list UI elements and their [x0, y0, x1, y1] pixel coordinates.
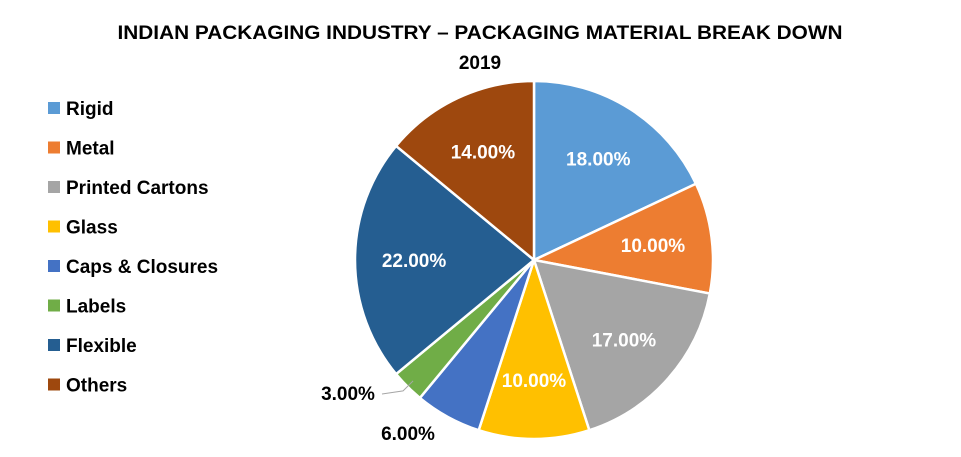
legend-swatch-others	[48, 378, 60, 391]
legend-label-flexible: Flexible	[66, 336, 137, 357]
legend-swatch-printed-cartons	[48, 181, 60, 193]
slice-flexible	[353, 144, 536, 376]
data-label-rigid: 18.00%	[566, 150, 631, 171]
legend-label-rigid: Rigid	[66, 99, 114, 120]
chart-subtitle: 2019	[459, 53, 501, 74]
legend: Rigid Metal Printed Cartons Glass Caps & Clo…	[48, 99, 218, 397]
data-label-others: 14.00%	[451, 142, 516, 163]
slice-rigid	[532, 79, 698, 262]
legend-label-labels: Labels	[66, 297, 126, 318]
legend-label-glass: Glass	[66, 218, 118, 239]
legend-label-caps-closures: Caps & Closures	[66, 257, 218, 278]
data-label-flexible: 22.00%	[382, 251, 447, 272]
slice-glass	[477, 255, 591, 441]
data-label-labels: 3.00%	[321, 384, 375, 405]
legend-swatch-metal	[48, 141, 60, 154]
legend-swatch-rigid	[48, 102, 60, 114]
pie-slices	[353, 79, 715, 441]
chart-title: INDIAN PACKAGING INDUSTRY – PACKAGING MA…	[118, 23, 843, 44]
slice-metal	[529, 182, 715, 296]
legend-swatch-glass	[48, 220, 60, 233]
data-label-printed-cartons: 17.00%	[592, 330, 657, 351]
legend-swatch-labels	[48, 299, 60, 312]
data-labels: 18.00% 10.00% 17.00% 10.00% 6.00% 3.00% 22.00%…	[321, 142, 685, 445]
slice-printed-cartons	[532, 258, 712, 432]
data-label-metal: 10.00%	[621, 236, 686, 257]
slice-others	[394, 79, 536, 263]
legend-label-metal: Metal	[66, 139, 115, 160]
data-label-caps-closures: 6.00%	[381, 424, 435, 445]
legend-swatch-flexible	[48, 339, 60, 351]
leader-line	[381, 380, 414, 395]
legend-swatch-caps-closures	[48, 260, 60, 272]
legend-label-others: Others	[66, 376, 127, 397]
data-label-glass: 10.00%	[502, 371, 567, 392]
legend-label-printed-cartons: Printed Cartons	[66, 178, 209, 199]
